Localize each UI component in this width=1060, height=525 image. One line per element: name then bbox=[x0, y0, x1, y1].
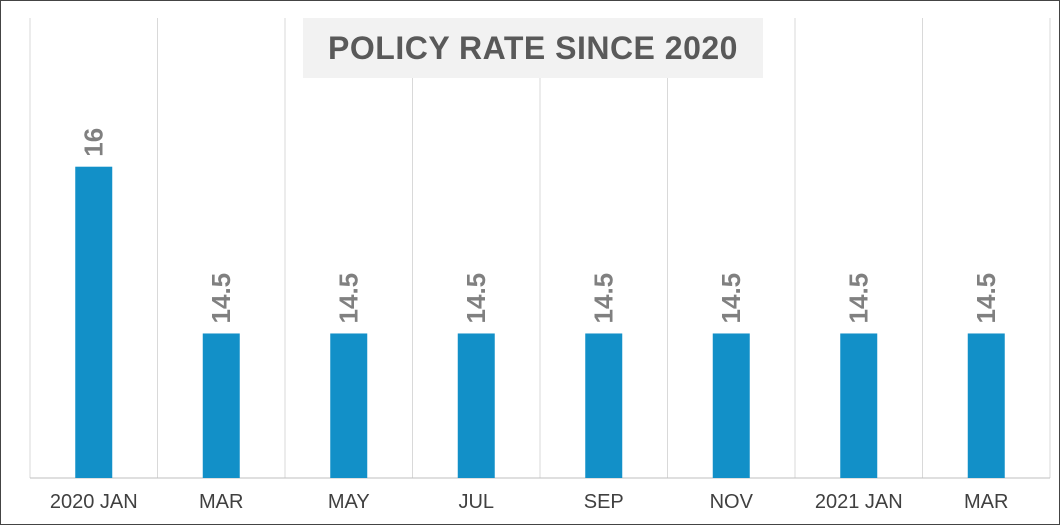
chart-title: POLICY RATE SINCE 2020 bbox=[328, 30, 738, 66]
data-label-7: 14.5 bbox=[971, 273, 1001, 324]
x-tick-label-0: 2020 JAN bbox=[50, 491, 138, 513]
x-tick-label-2: MAY bbox=[328, 491, 370, 513]
chart-title-background bbox=[303, 18, 763, 78]
data-label-1: 14.5 bbox=[206, 273, 236, 324]
data-label-2: 14.5 bbox=[334, 273, 364, 324]
bars bbox=[75, 166, 1005, 479]
data-label-0: 16 bbox=[79, 128, 109, 157]
data-label-5: 14.5 bbox=[716, 273, 746, 324]
data-label-3: 14.5 bbox=[461, 273, 491, 324]
data-labels: 16 14.5 14.5 14.5 14.5 14.5 14.5 14.5 bbox=[79, 128, 1002, 324]
x-tick-label-3: JUL bbox=[458, 491, 494, 513]
data-label-6: 14.5 bbox=[844, 273, 874, 324]
bar-7 bbox=[967, 333, 1005, 478]
gridlines bbox=[29, 18, 1051, 479]
x-tick-label-1: MAR bbox=[199, 491, 243, 513]
x-tick-label-6: 2021 JAN bbox=[815, 491, 903, 513]
x-tick-label-7: MAR bbox=[964, 491, 1008, 513]
x-tick-labels: 2020 JAN MAR MAY JUL SEP NOV 2021 JAN MAR bbox=[50, 491, 1009, 513]
x-tick-label-5: NOV bbox=[710, 491, 754, 513]
bar-6 bbox=[840, 333, 878, 478]
bar-0 bbox=[75, 166, 113, 479]
bar-5 bbox=[712, 333, 750, 478]
data-label-4: 14.5 bbox=[589, 273, 619, 324]
bar-4 bbox=[585, 333, 623, 478]
bar-3 bbox=[457, 333, 495, 478]
x-tick-label-4: SEP bbox=[584, 491, 624, 513]
bar-1 bbox=[202, 333, 240, 478]
bar-2 bbox=[330, 333, 368, 478]
